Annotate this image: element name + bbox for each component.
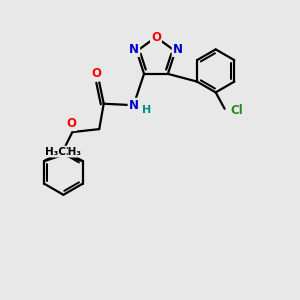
Text: H₃C: H₃C bbox=[45, 147, 66, 157]
Text: N: N bbox=[129, 43, 139, 56]
Text: O: O bbox=[151, 31, 161, 44]
Text: H: H bbox=[142, 105, 151, 115]
Text: O: O bbox=[92, 68, 102, 80]
Text: CH₃: CH₃ bbox=[61, 147, 82, 157]
Text: N: N bbox=[129, 99, 139, 112]
Text: Cl: Cl bbox=[231, 104, 244, 117]
Text: O: O bbox=[66, 117, 76, 130]
Text: N: N bbox=[173, 43, 183, 56]
